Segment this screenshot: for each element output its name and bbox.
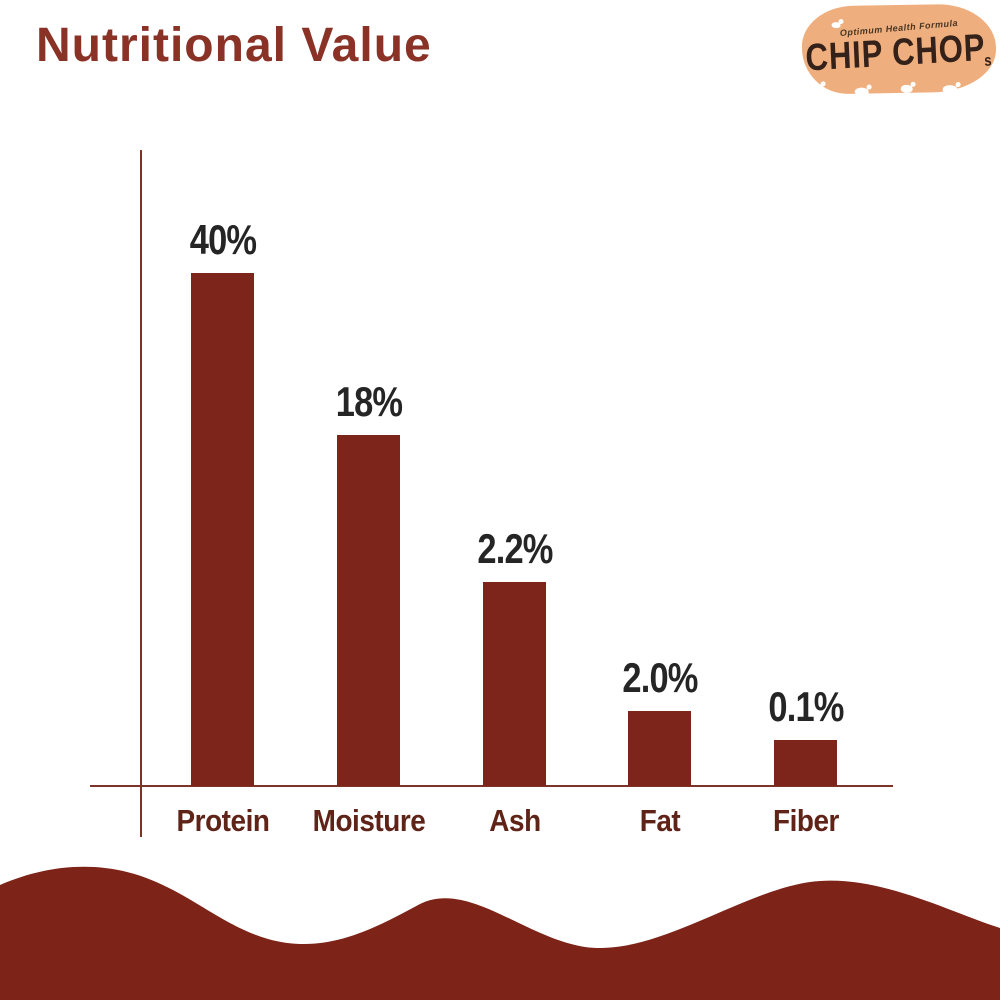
x-axis-line (90, 785, 893, 787)
category-label-fat: Fat (639, 803, 681, 838)
category-label-ash: Ash (489, 803, 541, 838)
category-label-protein: Protein (176, 803, 270, 838)
y-axis-line (140, 150, 142, 837)
category-label-moisture: Moisture (312, 803, 426, 838)
category-label-fiber: Fiber (773, 803, 839, 838)
page-title: Nutritional Value (36, 19, 432, 72)
bar-ash (483, 582, 546, 786)
bar-value-label: 2.2% (477, 525, 553, 572)
wave-shape (0, 866, 1000, 1000)
bar-fat (628, 711, 691, 786)
bar-fiber (774, 740, 837, 786)
bottom-wave-decoration (0, 840, 1000, 1000)
bar-value-label: 18% (335, 378, 403, 425)
bar-value-label: 0.1% (768, 683, 844, 730)
bar-moisture (337, 435, 400, 786)
bar-value-label: 40% (189, 216, 257, 263)
bar-value-label: 2.0% (622, 654, 698, 701)
bar-protein (191, 273, 254, 786)
